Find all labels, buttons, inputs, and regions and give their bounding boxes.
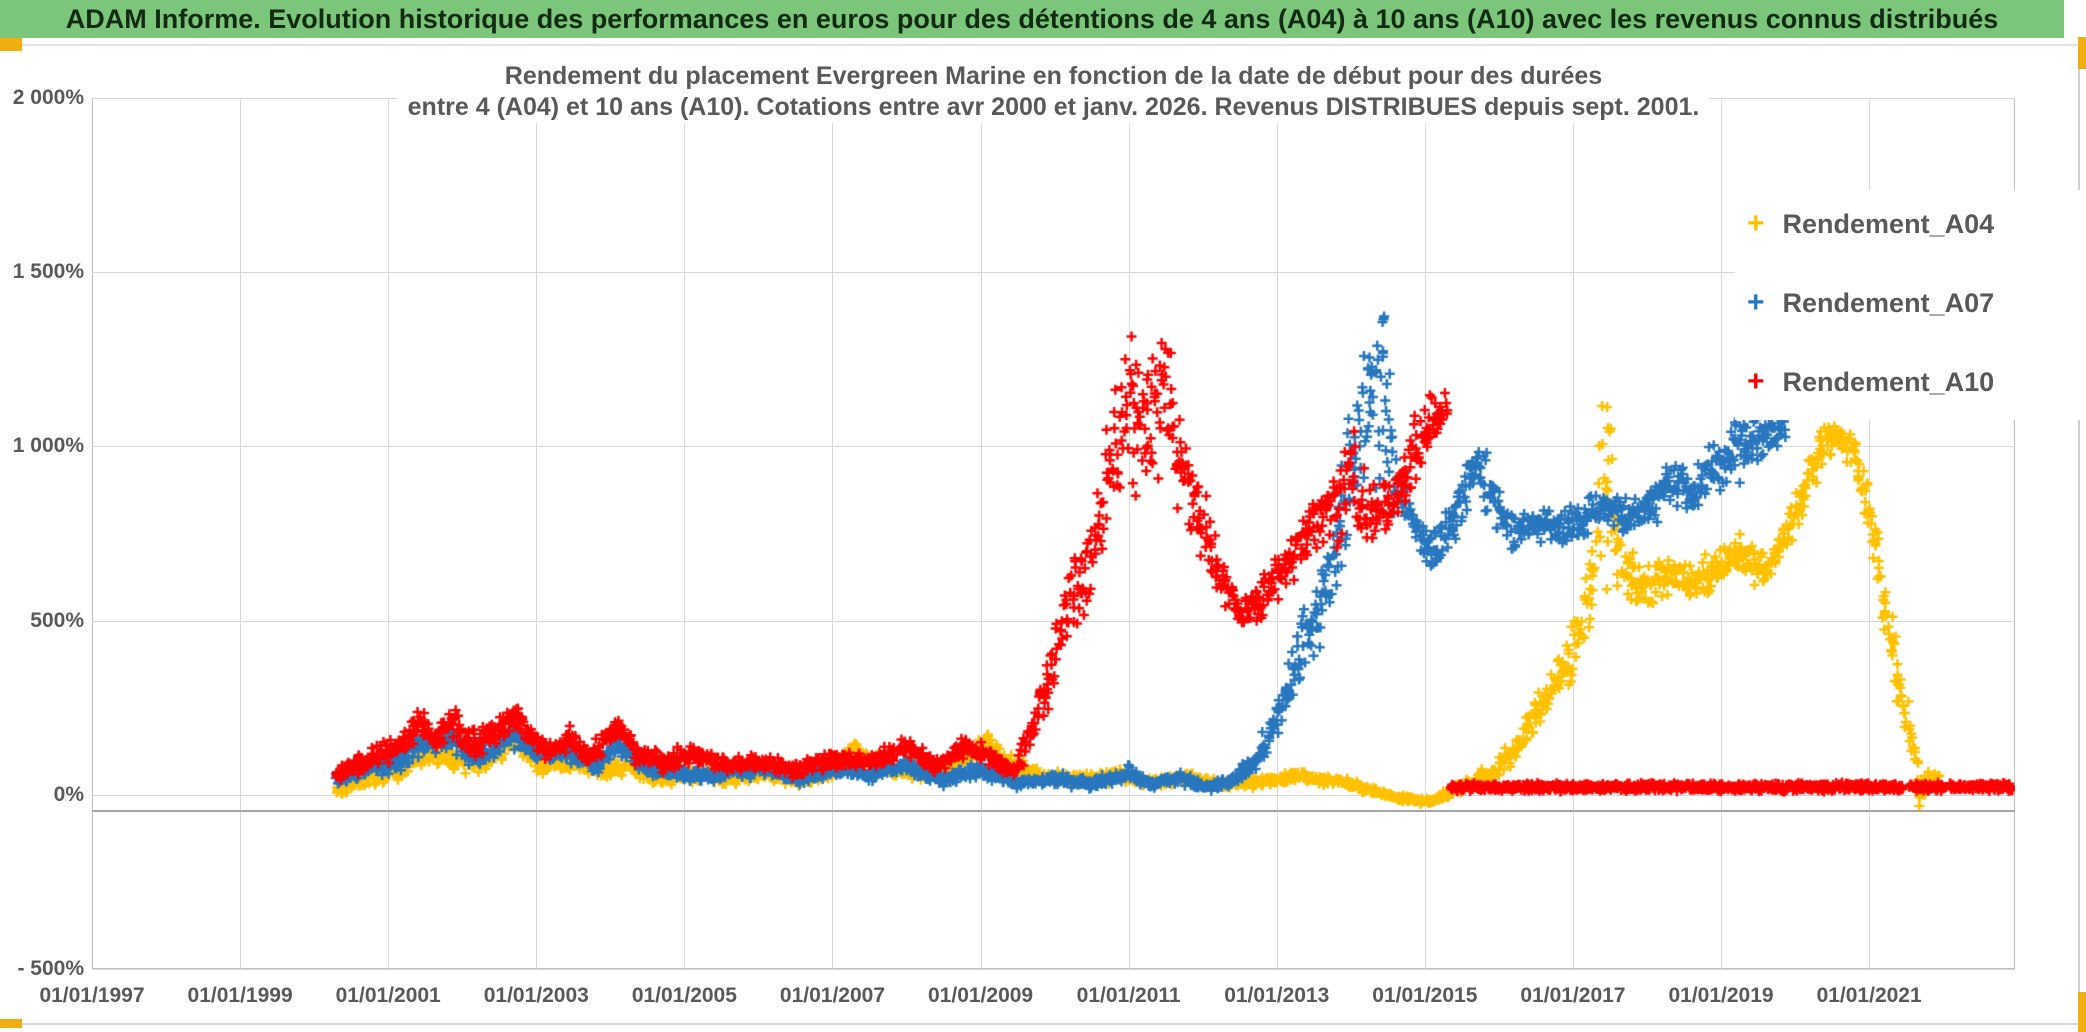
x-tick-label-2019: 01/01/2019	[1668, 984, 1774, 1007]
x-tick-label-2011: 01/01/2011	[1076, 984, 1181, 1007]
y-tick-label-500: 500%	[30, 608, 84, 632]
x-tick-label-2017: 01/01/2017	[1520, 984, 1626, 1007]
chart-title-line-1-wrap: Rendement du placement Evergreen Marine …	[92, 61, 2015, 92]
right-frame-line	[2078, 37, 2080, 1032]
bottom-frame-line	[0, 1023, 2086, 1025]
x-tick-label-2013: 01/01/2013	[1224, 984, 1330, 1007]
accent-top-left	[0, 38, 22, 51]
h-gridline--500	[92, 969, 2015, 970]
plus-marker-icon: +	[1747, 207, 1765, 240]
y-tick-label--500: - 500%	[17, 957, 84, 980]
accent-top-right	[2078, 37, 2086, 69]
legend-entry-Rendement_A04[interactable]: + Rendement_A04	[1747, 196, 1994, 252]
plus-marker-icon: +	[1747, 286, 1765, 319]
y-tick-label-1000: 1 000%	[12, 434, 84, 458]
legend-label: Rendement_A10	[1782, 366, 1995, 397]
x-tick-label-2015: 01/01/2015	[1372, 984, 1478, 1007]
chart-legend: + Rendement_A04 + Rendement_A07 + Rendement_A…	[1735, 190, 2081, 420]
header-bar: ADAM Informe. Evolution historique des p…	[0, 0, 2064, 38]
x-tick-label-1997: 01/01/1997	[39, 984, 145, 1007]
accent-bottom-left	[0, 1019, 22, 1028]
x-tick-label-2007: 01/01/2007	[779, 984, 886, 1007]
x-tick-label-2003: 01/01/2003	[483, 984, 589, 1007]
x-tick-label-2001: 01/01/2001	[335, 984, 441, 1007]
legend-label: Rendement_A07	[1782, 287, 1995, 318]
header-title: ADAM Informe. Evolution historique des p…	[65, 3, 1999, 34]
y-tick-label-1500: 1 500%	[12, 260, 84, 284]
plus-marker-icon: +	[1747, 365, 1765, 398]
legend-label: Rendement_A04	[1782, 208, 1995, 239]
scatter-canvas[interactable]	[92, 98, 2015, 969]
x-tick-label-2009: 01/01/2009	[928, 984, 1034, 1007]
y-tick-label-2000: 2 000%	[12, 86, 84, 109]
accent-bottom-right	[2078, 992, 2086, 1032]
legend-entry-Rendement_A10[interactable]: + Rendement_A10	[1747, 354, 1994, 410]
y-tick-label-0: 0%	[53, 782, 84, 806]
header-underline	[0, 44, 2086, 46]
x-tick-label-1999: 01/01/1999	[187, 984, 293, 1007]
chart-title-line-1: Rendement du placement Evergreen Marine …	[494, 61, 1613, 92]
x-tick-label-2005: 01/01/2005	[631, 984, 737, 1007]
legend-entry-Rendement_A07[interactable]: + Rendement_A07	[1747, 275, 1994, 331]
x-tick-label-2021: 01/01/2021	[1816, 984, 1922, 1007]
